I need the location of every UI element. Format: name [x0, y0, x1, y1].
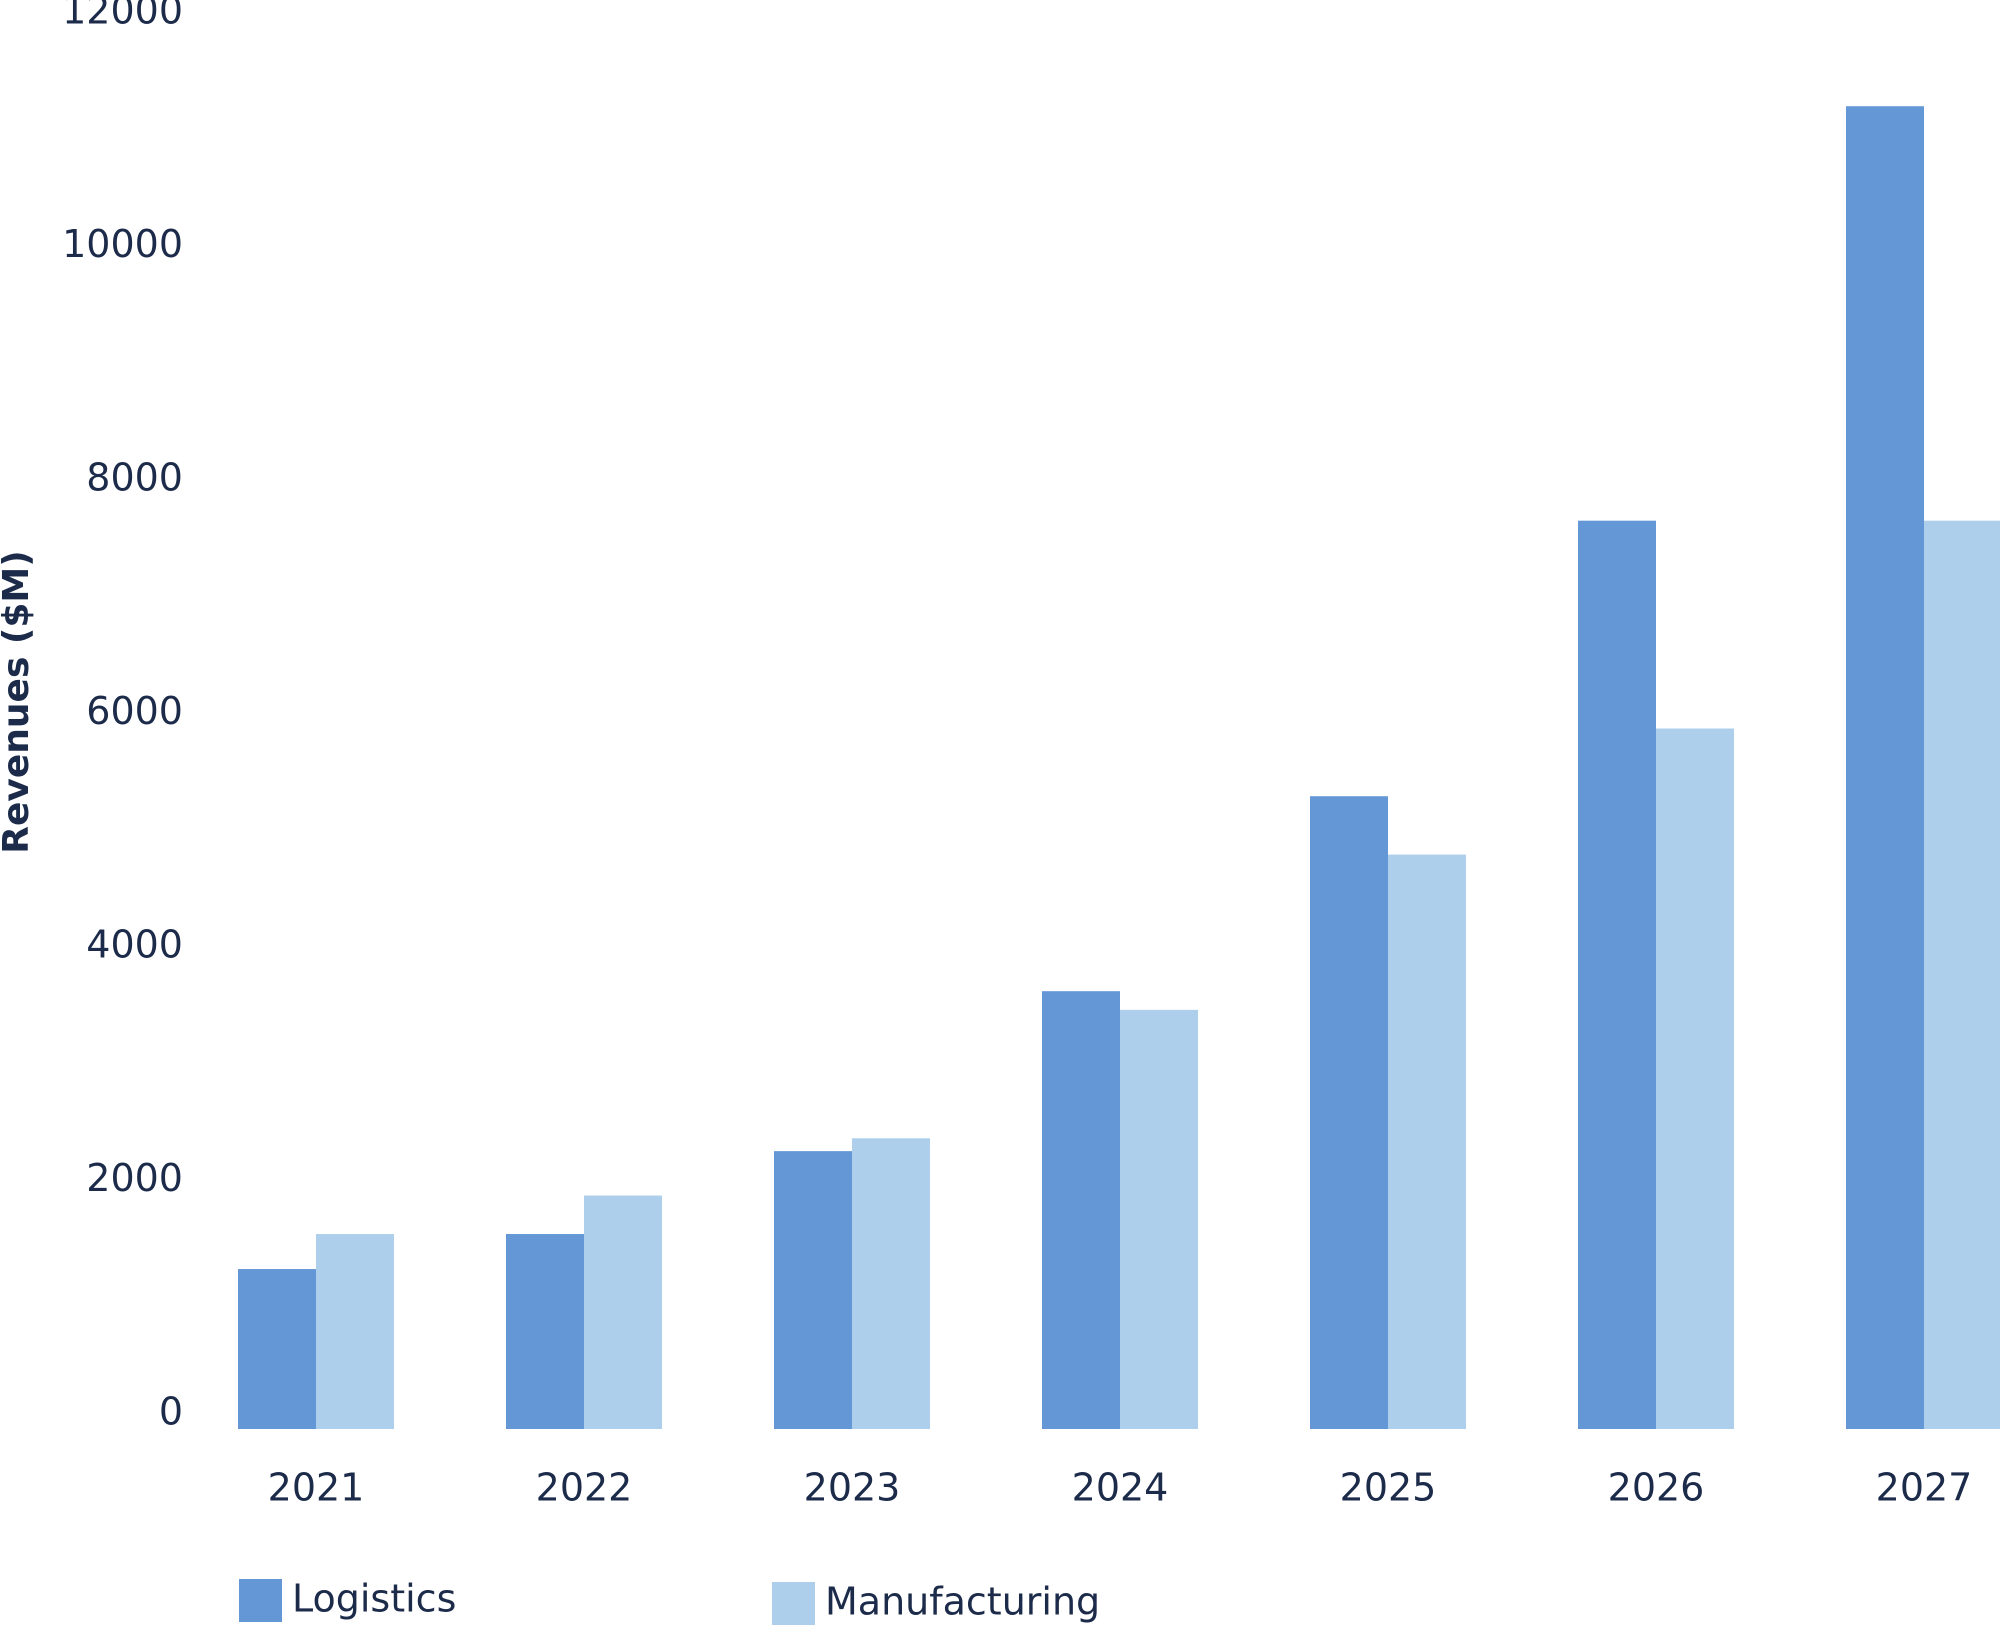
bar [316, 1234, 394, 1429]
legend-swatch [772, 1582, 815, 1625]
bar [774, 1151, 852, 1429]
bar [1924, 520, 2000, 1429]
legend-label: Manufacturing [825, 1580, 1100, 1624]
bar [852, 1138, 930, 1429]
y-tick-label: 0 [159, 1390, 183, 1434]
x-tick-label: 2026 [1608, 1466, 1705, 1510]
y-axis-title: Revenues ($M) [0, 550, 37, 853]
bar [1578, 520, 1656, 1429]
y-tick-label: 12000 [62, 0, 183, 33]
bar [584, 1195, 662, 1429]
bar [1846, 106, 1924, 1429]
y-tick-label: 2000 [86, 1156, 183, 1200]
bar [1120, 1009, 1198, 1429]
x-tick-label: 2024 [1072, 1466, 1169, 1510]
legend-swatch [239, 1579, 282, 1622]
x-tick-label: 2023 [804, 1466, 901, 1510]
bar [1388, 854, 1466, 1429]
bar [1310, 796, 1388, 1429]
x-tick-label: 2027 [1876, 1466, 1973, 1510]
bar [238, 1269, 316, 1429]
y-tick-label: 6000 [86, 689, 183, 733]
x-tick-label: 2022 [536, 1466, 633, 1510]
y-tick-label: 10000 [62, 222, 183, 266]
bar [1656, 728, 1734, 1429]
x-tick-label: 2025 [1340, 1466, 1437, 1510]
y-tick-label: 4000 [86, 923, 183, 967]
x-tick-label: 2021 [268, 1466, 365, 1510]
bar [506, 1234, 584, 1429]
legend-label: Logistics [292, 1577, 456, 1621]
y-tick-label: 8000 [86, 456, 183, 500]
bar [1042, 991, 1120, 1429]
